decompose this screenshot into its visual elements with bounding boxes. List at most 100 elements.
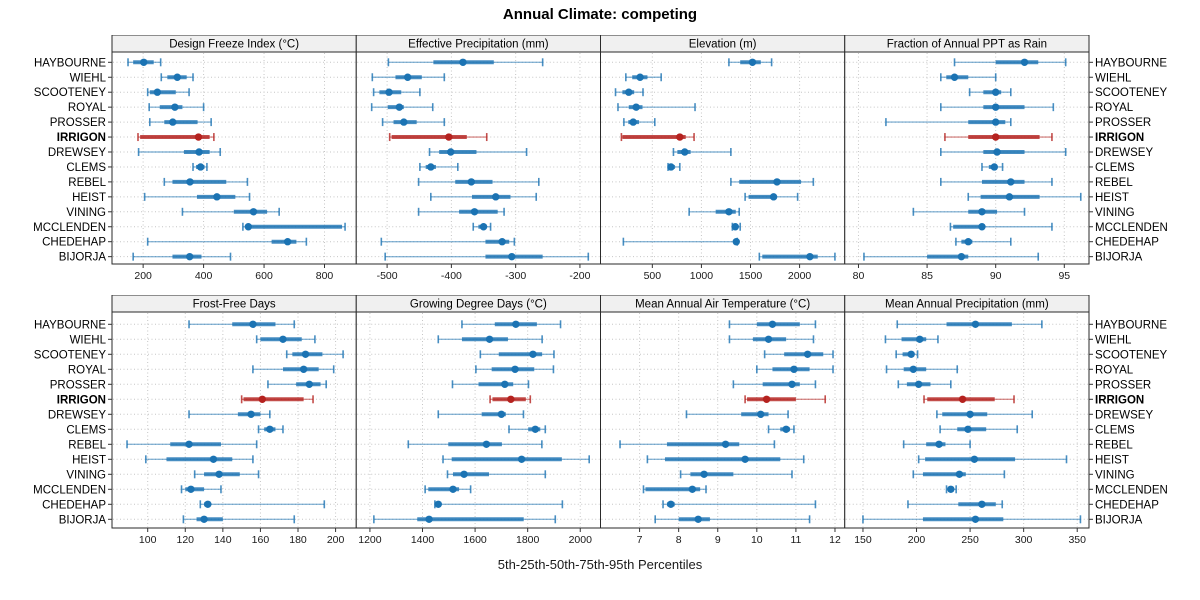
x-tick-label: 250 <box>961 534 979 546</box>
percentile-interval-clems <box>667 162 681 171</box>
percentile-interval-prosser <box>381 118 446 127</box>
percentile-interval-mcclenden <box>424 485 472 494</box>
median-dot <box>479 223 488 231</box>
median-dot <box>512 320 520 328</box>
median-dot <box>748 58 757 66</box>
x-tick-label: 400 <box>195 270 213 282</box>
percentile-interval-rebel <box>619 440 776 449</box>
median-dot <box>507 395 515 403</box>
percentile-interval-drewsey <box>672 148 732 156</box>
percentile-interval-heist <box>967 192 1082 201</box>
site-label-left: VINING <box>66 207 106 219</box>
median-dot <box>964 238 972 246</box>
median-dot <box>764 335 773 343</box>
panel-title: Fraction of Annual PPT as Rain <box>887 39 1047 51</box>
percentile-interval-heist <box>917 455 1068 464</box>
x-tick-label: 160 <box>252 534 270 546</box>
median-dot <box>173 73 181 81</box>
median-dot <box>258 395 267 403</box>
median-dot <box>459 58 467 66</box>
median-dot <box>194 133 203 141</box>
site-label-left: MCCLENDEN <box>33 484 106 496</box>
percentile-interval-drewsey <box>685 410 789 419</box>
percentile-interval-chedehap <box>199 500 326 509</box>
site-label-right: BIJORJA <box>1095 514 1143 526</box>
site-label-right: SCOOTENEY <box>1095 87 1168 99</box>
percentile-interval-clems <box>419 162 459 171</box>
percentile-interval-prosser <box>623 118 656 127</box>
median-dot <box>186 178 194 186</box>
median-dot <box>1020 58 1029 66</box>
site-label-right: HAYBOURNE <box>1095 319 1167 331</box>
median-dot <box>773 178 781 186</box>
median-dot <box>991 88 1000 96</box>
percentile-interval-vining <box>193 470 260 479</box>
site-label-right: PROSSER <box>1095 379 1151 391</box>
median-dot <box>1005 193 1014 201</box>
median-dot <box>531 425 539 433</box>
panel-title: Mean Annual Precipitation (mm) <box>885 299 1049 311</box>
site-label-left: MCCLENDEN <box>33 222 106 234</box>
percentile-interval-bijorja <box>862 515 1082 524</box>
median-dot <box>395 103 404 111</box>
site-label-right: REBEL <box>1095 177 1133 189</box>
percentile-interval-scooteney <box>146 88 190 97</box>
site-label-left: CHEDEHAP <box>42 499 106 511</box>
x-axis: 80 85 90 95 <box>853 264 1070 282</box>
site-label-right: DREWSEY <box>1095 147 1153 159</box>
x-tick-label: 90 <box>990 270 1002 282</box>
median-dot <box>1007 178 1015 186</box>
percentile-interval-bijorja <box>182 515 296 524</box>
x-tick-label: 1200 <box>358 534 382 546</box>
site-labels-left: HAYBOURNE WIEHL SCOOTENEY ROYAL PROSSER IRRIG… <box>33 57 112 264</box>
x-tick-label: 200 <box>908 534 926 546</box>
percentile-interval-clems <box>981 162 1004 171</box>
x-tick-label: 200 <box>134 270 152 282</box>
median-dot <box>732 238 740 246</box>
percentile-interval-vining <box>688 207 741 216</box>
highlighted-percentile-interval-irrigon <box>388 133 488 142</box>
x-tick-label: 120 <box>177 534 195 546</box>
percentile-interval-bijorja <box>132 252 232 261</box>
percentile-interval-heist <box>430 192 538 201</box>
x-tick-label: 2000 <box>569 534 593 546</box>
percentile-interval-vining <box>181 207 280 216</box>
x-tick-label: 1800 <box>516 534 540 546</box>
percentile-interval-vining <box>417 207 505 216</box>
percentile-interval-mcclenden <box>945 485 957 494</box>
panel-title: Elevation (m) <box>689 39 757 51</box>
x-tick-label: 180 <box>289 534 307 546</box>
panel-background <box>600 52 845 264</box>
x-axis: 200 400 600 800 <box>134 264 333 282</box>
percentile-interval-scooteney <box>763 350 834 359</box>
median-dot <box>425 515 433 523</box>
median-dot <box>958 395 967 403</box>
median-dot <box>636 73 644 81</box>
median-dot <box>215 470 223 478</box>
median-dot <box>950 73 959 81</box>
panel-title: Mean Annual Air Temperature (°C) <box>635 299 810 311</box>
median-dot <box>427 163 435 171</box>
percentile-interval-clems <box>939 425 1019 434</box>
site-label-right: CHEDEHAP <box>1095 499 1159 511</box>
site-label-left: DREWSEY <box>48 147 106 159</box>
median-dot <box>508 252 516 261</box>
median-dot <box>249 208 258 216</box>
percentile-interval-wiehl <box>371 73 446 82</box>
percentile-interval-scooteney <box>968 88 1012 97</box>
median-dot <box>279 335 287 343</box>
percentile-interval-heist <box>646 455 805 464</box>
percentile-interval-chedehap <box>907 500 1004 509</box>
percentile-interval-clems <box>508 425 547 434</box>
panel-frost-free-days: Frost-Free Days 100 120 140 160 180 200 <box>111 295 357 546</box>
percentile-interval-royal <box>370 103 434 112</box>
panel-border <box>844 311 1090 529</box>
percentile-interval-bijorja <box>863 252 1040 261</box>
median-dot <box>299 365 308 373</box>
x-axis: -500 -400 -300 -200 <box>377 264 591 282</box>
median-dot <box>991 133 1000 141</box>
highlighted-percentile-interval-irrigon <box>944 133 1053 142</box>
median-dot <box>782 425 790 433</box>
median-dot <box>196 163 205 171</box>
